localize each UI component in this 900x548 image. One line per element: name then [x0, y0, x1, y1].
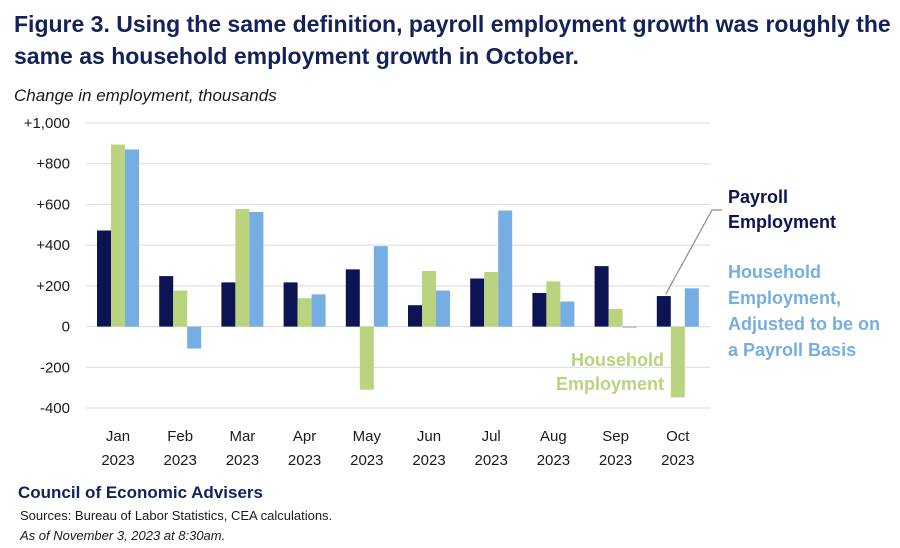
payroll-bar: [470, 278, 485, 327]
household-bar: [546, 281, 561, 327]
x-tick-label: Jan: [106, 428, 130, 445]
household-bar: [359, 326, 374, 390]
y-tick-label: +400: [36, 237, 70, 254]
adjusted-series-label: Household: [728, 262, 821, 282]
household-bar: [484, 272, 499, 327]
adjusted-household-bar: [311, 294, 326, 327]
x-tick-label: Sep: [602, 428, 629, 445]
x-tick-label: 2023: [226, 452, 259, 469]
payroll-bar: [283, 282, 298, 327]
household-bar: [173, 290, 188, 327]
adjusted-series-label: Adjusted to be on: [728, 314, 880, 334]
payroll-bar: [532, 292, 547, 327]
payroll-series-label: Payroll: [728, 187, 788, 207]
household-bar: [235, 209, 250, 327]
x-tick-label: May: [353, 428, 382, 445]
payroll-series-label: Employment: [728, 212, 836, 232]
payroll-leader-line: [665, 209, 722, 295]
adjusted-series-label: Employment,: [728, 288, 841, 308]
x-tick-label: 2023: [101, 452, 134, 469]
footer-org: Council of Economic Advisers: [18, 483, 263, 502]
payroll-bar: [594, 266, 609, 327]
household-bar: [297, 298, 312, 327]
x-tick-label: 2023: [537, 452, 570, 469]
payroll-bar: [345, 269, 360, 327]
adjusted-household-bar: [436, 290, 450, 327]
x-tick-label: Jul: [482, 428, 501, 445]
footer-asof: As of November 3, 2023 at 8:30am.: [20, 528, 226, 543]
x-tick-label: Feb: [167, 428, 193, 445]
adjusted-household-bar: [187, 326, 202, 349]
y-tick-label: +800: [36, 156, 70, 173]
adjusted-series-label: a Payroll Basis: [728, 340, 856, 360]
chart-title: Figure 3. Using the same definition, pay…: [14, 11, 891, 69]
household-series-label: Household: [571, 350, 664, 370]
household-series-label: Employment: [556, 374, 664, 394]
y-axis-unit-label: Change in employment, thousands: [14, 86, 277, 105]
x-tick-label: 2023: [412, 452, 445, 469]
y-tick-label: -200: [40, 359, 70, 376]
x-tick-label: 2023: [164, 452, 197, 469]
x-tick-label: Mar: [229, 428, 255, 445]
adjusted-household-bar: [373, 246, 388, 327]
y-tick-label: +600: [36, 196, 70, 213]
payroll-bar: [408, 305, 422, 327]
adjusted-household-bar: [498, 210, 513, 327]
x-tick-label: 2023: [350, 452, 383, 469]
y-tick-label: +200: [36, 278, 70, 295]
y-tick-label: -400: [40, 400, 70, 417]
household-bar: [422, 270, 436, 327]
adjusted-household-bar: [622, 326, 637, 328]
household-bar: [608, 309, 623, 327]
x-tick-label: 2023: [288, 452, 321, 469]
x-tick-label: Oct: [666, 428, 690, 445]
y-tick-label: 0: [62, 319, 70, 336]
adjusted-household-bar: [560, 301, 575, 327]
x-tick-label: 2023: [475, 452, 508, 469]
payroll-bar: [159, 276, 174, 327]
adjusted-household-bar: [684, 288, 699, 327]
adjusted-household-bar: [125, 149, 139, 327]
x-tick-label: Jun: [417, 428, 441, 445]
payroll-bar: [97, 230, 111, 327]
household-bar: [111, 144, 125, 327]
footer-sources: Sources: Bureau of Labor Statistics, CEA…: [20, 508, 333, 523]
x-tick-label: 2023: [661, 452, 694, 469]
payroll-bar: [656, 296, 671, 327]
adjusted-household-bar: [249, 211, 264, 327]
payroll-bar: [221, 282, 236, 327]
household-bar: [670, 326, 685, 398]
y-tick-label: +1,000: [24, 115, 70, 132]
x-tick-label: Aug: [540, 428, 567, 445]
x-tick-label: Apr: [293, 428, 316, 445]
x-tick-label: 2023: [599, 452, 632, 469]
